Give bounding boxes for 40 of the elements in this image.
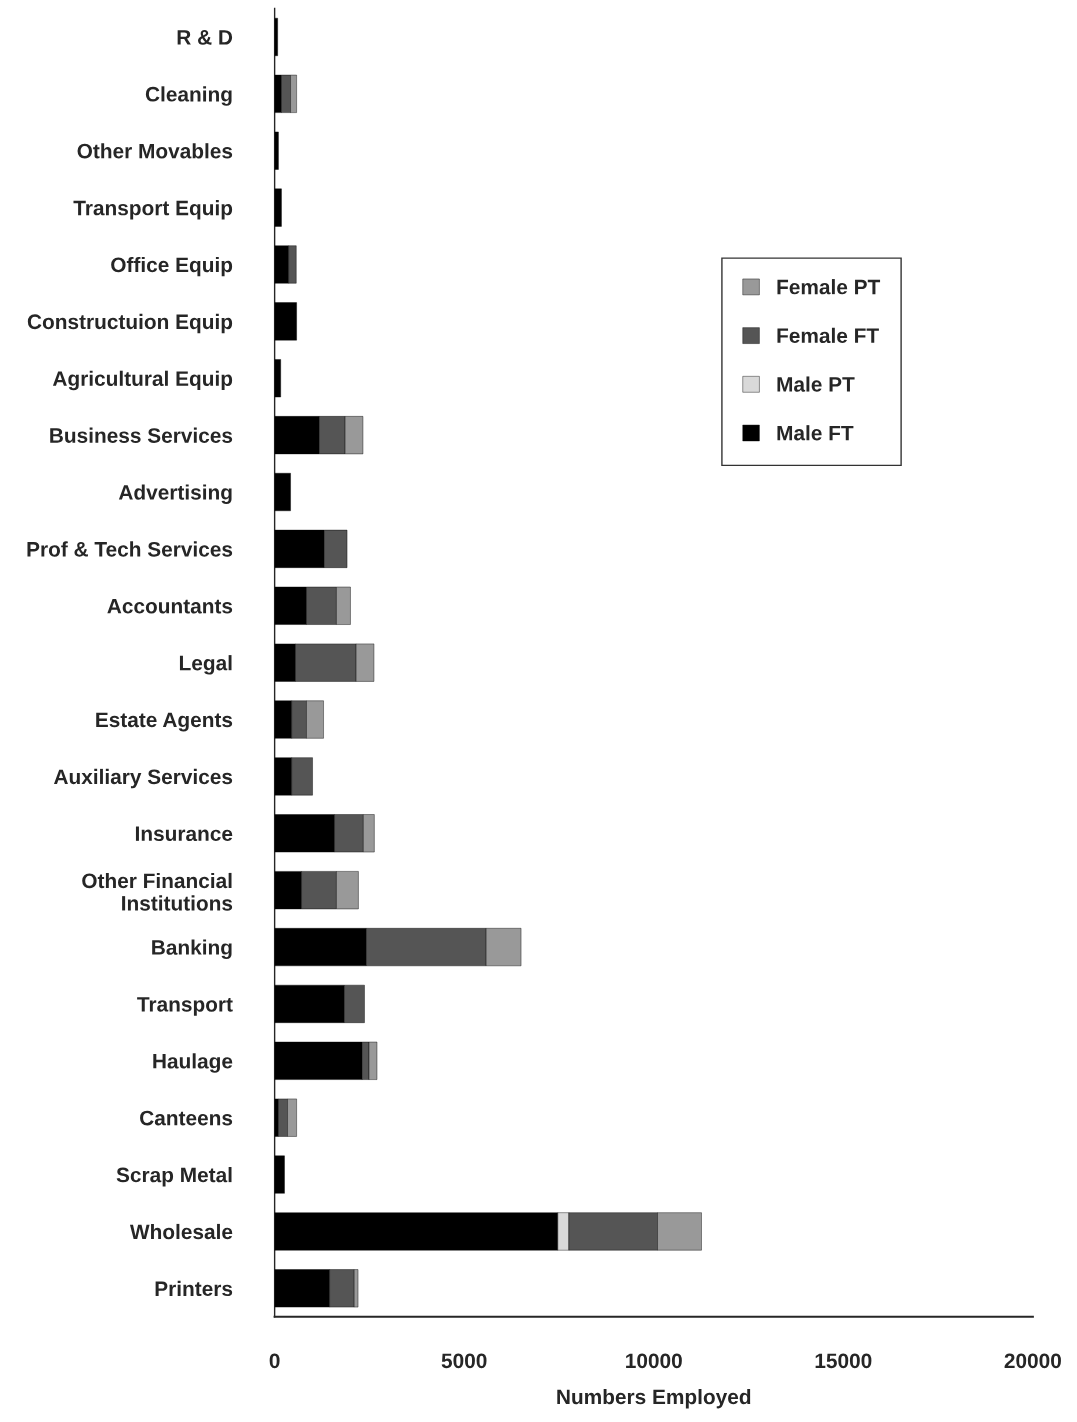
y-tick-label: Office Equip [111,256,233,277]
bar [274,17,278,56]
x-tick-label: 15000 [815,1353,872,1369]
x-tick-label: 0 [269,1353,280,1369]
y-tick-label: Constructuion Equip [27,313,233,334]
y-tick-label: Estate Agents [96,712,233,732]
y-tick-label: Business Services [50,427,233,443]
y-tick-label: Insurance [135,826,233,842]
y-tick-label: Cleaning [145,86,232,106]
y-tick-label: Agricultural Equip [52,370,233,391]
legend-label: Male FT [777,425,854,441]
x-tick-label: 20000 [1004,1353,1061,1369]
x-axis-title: Numbers Employed [557,1388,751,1409]
y-tick-label: Auxiliary Services [53,768,233,789]
y-tick-label: Legal [179,655,232,675]
x-tick-label: 5000 [441,1353,487,1369]
bar [274,473,291,511]
y-tick-label: Transport Equip [73,200,233,220]
legend-label: Male PT [777,376,855,392]
y-tick-label: Accountants [107,598,233,614]
bar [274,359,281,398]
y-tick-label: Other Movables [77,143,233,159]
y-tick-label: Transport [137,997,233,1016]
y-tick-label: Haulage [153,1053,233,1073]
bar [274,188,282,227]
y-tick-label: Canteens [140,1110,233,1126]
y-tick-label: Scrap Metal [116,1167,232,1187]
y-tick-label: Prof & Tech Services [27,541,233,557]
legend-label: Female PT [777,279,881,295]
legend-label: Female FT [777,327,879,344]
y-tick-label: Banking [152,939,232,960]
bar [274,1155,285,1194]
y-tick-label: R & D [177,30,233,45]
x-tick-label: 10000 [626,1353,682,1369]
y-tick-label: Other Financial Institutions [82,872,233,911]
y-tick-label: Printers [155,1280,233,1297]
bar [274,302,297,341]
bar [274,131,279,170]
y-tick-label: Advertising [118,484,232,504]
y-tick-label: Wholesale [129,1223,233,1240]
